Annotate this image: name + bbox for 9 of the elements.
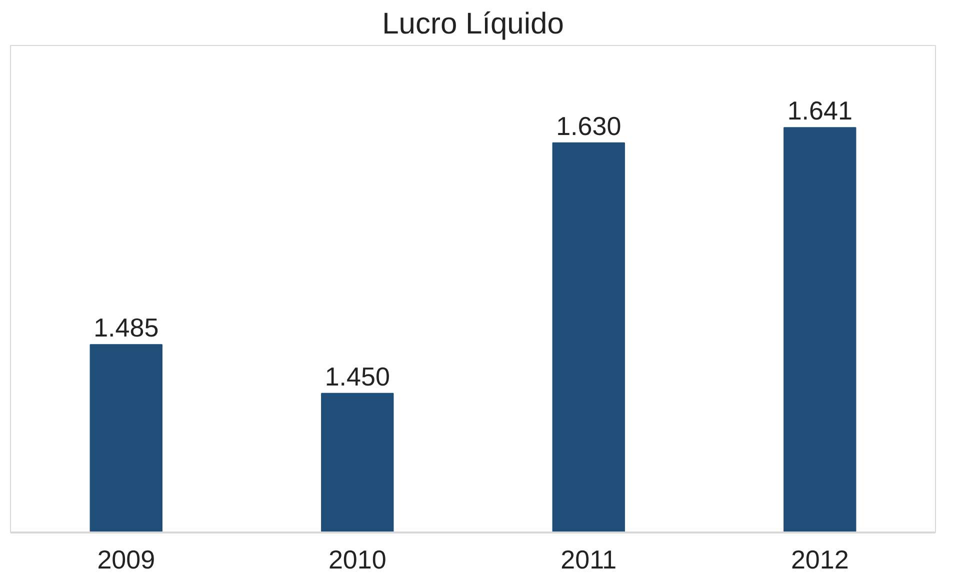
data-label: 1.630 [556,110,622,141]
x-tick-label: 2011 [560,544,617,574]
x-tick-label: 2012 [790,544,849,574]
data-label: 1.641 [787,96,852,126]
data-label: 1.485 [94,312,159,343]
chart-title: Lucro Líquido [382,8,564,40]
x-tick-label: 2009 [97,544,156,574]
data-label: 1.450 [324,361,390,392]
x-tick-label: 2010 [328,544,386,574]
